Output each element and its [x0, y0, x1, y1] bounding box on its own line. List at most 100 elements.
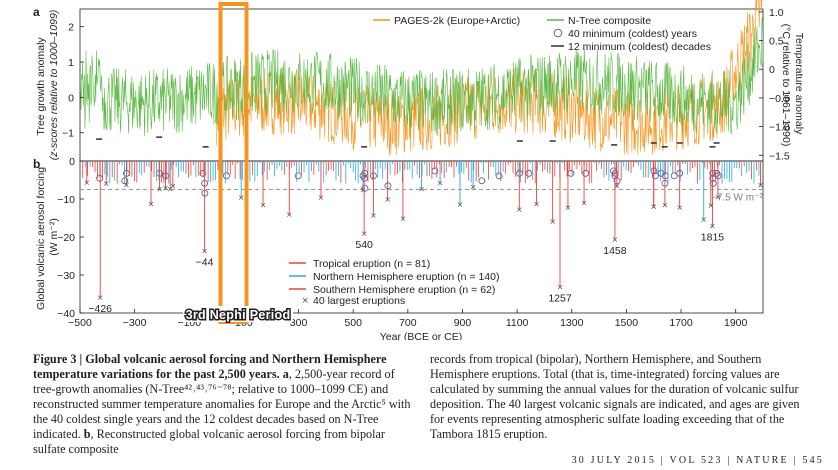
legend-coldest-decades-label: 12 minimum (coldest) decades	[568, 41, 711, 53]
y-axis-tick-label: −10	[57, 194, 75, 206]
y-axis-tick-label: −30	[57, 270, 75, 282]
large-eruption-cross: ×	[758, 181, 764, 192]
large-eruption-cross: ×	[170, 182, 176, 193]
eruption-year-label: −44	[196, 256, 214, 268]
x-axis-tick-label: 1100	[506, 317, 529, 329]
large-eruption-cross: ×	[157, 184, 163, 195]
page-footer: 30 JULY 2015 | VOL 523 | NATURE | 545	[571, 455, 824, 466]
large-eruption-cross: ×	[163, 184, 169, 195]
large-eruption-cross: ×	[238, 193, 244, 204]
nephi-period-label: 3rd Nephi Period	[186, 308, 291, 322]
large-eruption-cross: ×	[516, 205, 522, 216]
legend-sh-label: Southern Hemisphere eruption (n = 62)	[313, 284, 495, 296]
large-eruption-cross: ×	[84, 178, 90, 189]
x-axis-tick-label: −300	[123, 317, 147, 329]
large-eruption-cross: ×	[361, 229, 367, 240]
x-axis-tick-label: 900	[454, 317, 472, 329]
large-eruption-cross: ×	[662, 201, 668, 212]
large-eruption-cross: ×	[148, 200, 154, 211]
large-eruption-cross: ×	[202, 246, 208, 257]
panel-a-left-ylabel: Tree growth anomaly (z-scores relative t…	[35, 10, 60, 161]
coldest-year-marker	[670, 172, 678, 180]
y-axis-tick-label: −20	[57, 232, 75, 244]
eruption-year-label: −426	[88, 303, 112, 315]
caption-b-label: b	[83, 427, 91, 441]
y-axis-tick-label: −40	[57, 308, 75, 320]
coldest-year-marker	[495, 172, 503, 180]
large-eruption-cross: ×	[651, 202, 657, 213]
x-axis-tick-label: 500	[344, 317, 362, 329]
legend-tropical-label: Tropical eruption (n = 81)	[313, 258, 430, 270]
panel-b-x-axis: −500 −300 −100 100 300 500 700 900 1100 1300 1500 1…	[68, 309, 748, 329]
panel-b-legend: Tropical eruption (n = 81) Northern Hemi…	[289, 258, 499, 307]
caption-a-label: a	[282, 367, 289, 381]
large-eruption-cross: ×	[419, 185, 425, 196]
left-axis-tick-label: −1	[62, 128, 74, 140]
coldest-year-marker	[478, 177, 486, 185]
panel-a-right-axis: 1.0 0.5 0 −0.5 −1.0 −1.5	[759, 7, 790, 162]
large-eruption-cross: ×	[470, 182, 476, 193]
coldest-year-marker	[582, 169, 590, 177]
caption-title: Figure 3 | Global volcanic aerosol forci…	[33, 352, 387, 381]
right-axis-tick-label: 0.5	[769, 36, 784, 48]
panel-a-right-ylabel: Temperature anomaly (°C relative to 1961…	[780, 24, 805, 147]
large-eruption-cross: ×	[710, 222, 716, 233]
x-axis-tick-label: 700	[399, 317, 417, 329]
coldest-year-marker	[222, 172, 230, 180]
panel-a: 2 1 0 −1 1.0 0.5 0 −0.5 −1.0 −1.5 a PAGES-2k (Eu…	[33, 0, 805, 197]
panel-b-y-axis: −40 −30 −20 −10 0	[57, 156, 84, 320]
large-eruption-cross: ×	[167, 184, 173, 195]
legend-pages2k-label: PAGES-2k (Europe+Arctic)	[394, 15, 520, 27]
large-eruption-cross: ×	[550, 217, 556, 228]
large-eruption-cross: ×	[708, 201, 714, 212]
coldest-year-marker	[709, 179, 717, 187]
panel-a-left-axis: 2 1 0 −1	[62, 22, 84, 140]
large-eruption-cross: ×	[557, 282, 563, 293]
coldest-year-marker	[651, 172, 659, 180]
large-eruption-cross: ×	[400, 214, 406, 225]
left-axis-tick-label: 2	[68, 22, 74, 34]
large-eruption-cross: ×	[360, 186, 366, 197]
x-axis-tick-label: 1500	[615, 317, 639, 329]
left-axis-tick-label: 1	[68, 57, 74, 69]
coldest-year-marker	[361, 184, 369, 192]
panel-b: −7.5 W m⁻² ××× ×××××××××××××××××××× ×××× ××…	[33, 156, 764, 340]
eruption-year-label: 1257	[548, 292, 572, 304]
eruption-year-label: 1815	[701, 232, 725, 244]
legend-ntree-label: N-Tree composite	[568, 15, 651, 27]
large-eruption-cross: ×	[124, 181, 130, 192]
eruption-year-label: 540	[355, 239, 373, 251]
panel-a-markers	[96, 136, 722, 197]
eruption-year-label: 1458	[603, 245, 627, 257]
large-eruption-cross: ×	[701, 215, 707, 226]
panel-a-label: a	[33, 5, 40, 19]
large-eruption-cross: ×	[370, 211, 376, 222]
large-eruption-cross: ×	[565, 203, 571, 214]
panel-a-legend: PAGES-2k (Europe+Arctic) N-Tree composit…	[373, 15, 711, 53]
y-axis-tick-label: 0	[69, 156, 75, 168]
caption-left: Figure 3 | Global volcanic aerosol forci…	[33, 352, 411, 457]
right-axis-tick-label: −0.5	[769, 93, 790, 105]
threshold-label: −7.5 W m⁻²	[711, 193, 763, 204]
legend-coldest-years-swatch	[553, 28, 563, 38]
x-axis-tick-label: 300	[290, 317, 308, 329]
caption-right: records from tropical (bipolar), Norther…	[430, 352, 800, 441]
panel-a-series	[79, 0, 764, 156]
nephi-period-label-bg	[183, 306, 293, 322]
figure-3: 2 1 0 −1 1.0 0.5 0 −0.5 −1.0 −1.5 a PAGES-2k (Eu…	[33, 0, 805, 340]
large-eruption-cross: ×	[97, 293, 103, 304]
panel-b-annotations: −426 −44 540 1257 1458 1815	[88, 232, 724, 315]
panel-b-ylabel: Global volcanic aerosol forcing (W m⁻²)	[35, 164, 60, 310]
panel-b-xlabel: Year (BCE or CE)	[380, 331, 462, 340]
right-axis-tick-label: 1.0	[769, 7, 784, 19]
nephi-period-overlay: 3rd Nephi Period	[183, 2, 293, 324]
large-eruption-cross: ×	[385, 195, 391, 206]
coldest-year-marker	[294, 172, 302, 180]
panel-b-crosses: ××× ×××××××××××××××××××× ×××× ××× × ×××××××× ×	[84, 178, 764, 304]
large-eruption-cross: ×	[437, 178, 443, 189]
x-axis-tick-label: 1900	[724, 317, 748, 329]
right-axis-tick-label: −1.0	[769, 122, 790, 134]
right-axis-tick-label: −1.5	[769, 150, 790, 162]
legend-largest-label: 40 largest eruptions	[313, 295, 405, 307]
caption-b-text: , Reconstructed global volcanic aerosol …	[33, 427, 385, 456]
